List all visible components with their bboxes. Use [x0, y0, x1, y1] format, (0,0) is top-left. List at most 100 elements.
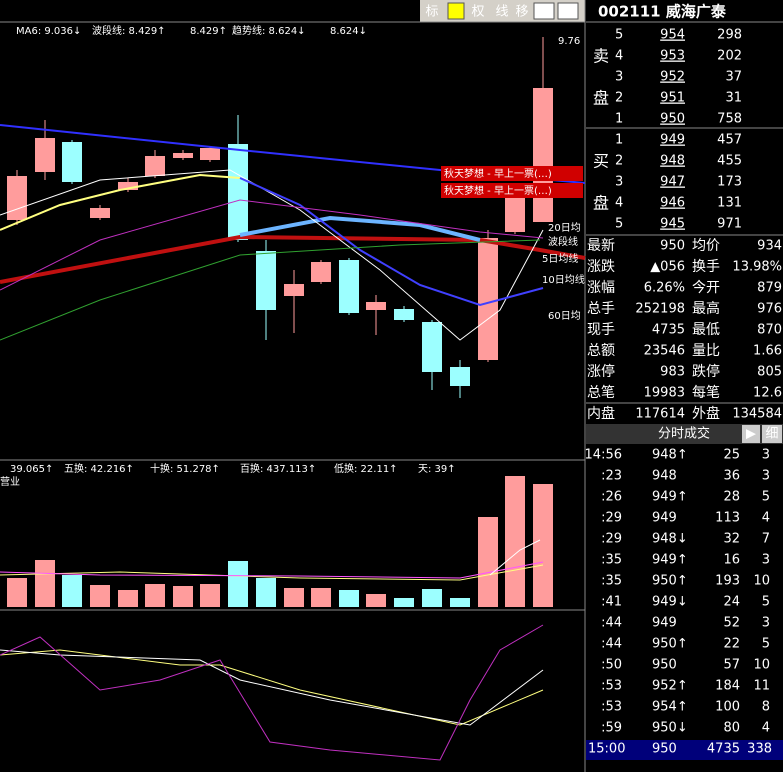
trade-volume: 4735 [707, 742, 740, 757]
trade-time: :26 [601, 490, 622, 505]
trade-time: 15:00 [588, 742, 625, 757]
trade-count: 3 [762, 469, 770, 484]
stat-value: 950 [660, 239, 685, 254]
volume-bar [118, 590, 138, 607]
stat-label: 内盘 [587, 405, 615, 422]
stat-value: 879 [757, 281, 782, 296]
price: 954 [660, 28, 685, 43]
volume-bar [505, 476, 525, 607]
volume: 202 [717, 49, 742, 64]
trade-count: 11 [753, 679, 770, 694]
stat-label: 每笔 [692, 385, 720, 401]
trade-time: :53 [601, 679, 622, 694]
stat-value: 976 [757, 302, 782, 317]
price: 950 [660, 112, 685, 127]
close-icon[interactable] [557, 2, 579, 20]
level: 3 [615, 175, 623, 190]
indicator-text: 天: 39↑ [418, 464, 456, 475]
trade-volume: 193 [715, 574, 740, 589]
stat-label: 总额 [587, 343, 615, 359]
indicator-text: 8.429↑ [190, 26, 227, 37]
volume: 298 [717, 28, 742, 43]
volume-bar [422, 589, 442, 607]
candle-body [422, 322, 442, 372]
toolbar-button[interactable]: 移 [515, 5, 528, 20]
ma-line [489, 539, 541, 576]
candle-body [7, 176, 27, 220]
trade-price: 952↑ [652, 679, 688, 694]
candle-body [173, 153, 193, 158]
price: 951 [660, 91, 685, 106]
trade-time: :41 [601, 595, 622, 610]
trade-volume: 52 [723, 616, 740, 631]
trade-volume: 28 [723, 490, 740, 505]
window-icon[interactable] [533, 2, 555, 20]
level: 4 [615, 49, 623, 64]
trade-price: 950↑ [652, 637, 688, 652]
signal-label: 秋天梦想 - 早上一票(…) [444, 167, 552, 180]
ma-label: 5日均线 [542, 252, 578, 265]
stat-value: 805 [757, 365, 782, 380]
trade-count: 5 [762, 637, 770, 652]
stat-label: 最高 [692, 300, 720, 317]
candle-body [478, 238, 498, 360]
side-label: 买 [593, 152, 609, 171]
signal-box [441, 166, 583, 181]
level: 3 [615, 70, 623, 85]
ma-line [0, 649, 544, 726]
trade-count: 338 [747, 742, 772, 757]
volume-bar [339, 590, 359, 607]
toolbar-button[interactable]: 线 [495, 5, 508, 20]
ma-line [0, 239, 541, 341]
stat-value: 4735 [652, 323, 685, 338]
candle-body [505, 198, 525, 232]
stat-label: 总手 [587, 301, 615, 317]
stat-label: 涨停 [587, 363, 615, 380]
candle-body [90, 208, 110, 218]
trades-header [586, 424, 783, 444]
price: 948 [660, 154, 685, 169]
add-icon[interactable] [447, 2, 465, 20]
button[interactable] [762, 425, 782, 443]
trade-volume: 100 [715, 700, 740, 715]
trade-price: 949 [652, 616, 677, 631]
level: 2 [615, 154, 623, 169]
indicator-text: 趋势线: 8.624↓ [232, 24, 306, 37]
stat-value: 934 [757, 239, 782, 254]
trade-time: :44 [601, 637, 622, 652]
button-label[interactable]: ▶ [746, 427, 756, 442]
button[interactable] [742, 425, 760, 443]
volume: 31 [725, 91, 742, 106]
trade-price: 950↓ [652, 721, 688, 736]
trade-count: 8 [762, 700, 770, 715]
trade-count: 7 [762, 532, 770, 547]
candle-body [394, 309, 414, 320]
stat-label: 今开 [692, 280, 720, 296]
candle-body [228, 144, 248, 240]
stat-value: 13.98% [732, 260, 782, 275]
trade-count: 10 [753, 658, 770, 673]
ma-line [239, 177, 544, 307]
price: 946 [660, 196, 685, 211]
volume-bar [173, 586, 193, 607]
trade-count: 4 [762, 511, 770, 526]
level: 5 [615, 217, 623, 232]
level: 4 [615, 196, 623, 211]
stat-label: 现手 [587, 322, 615, 338]
trade-time: :53 [601, 700, 622, 715]
toolbar-button[interactable]: 权 [471, 4, 484, 20]
volume-bar [35, 560, 55, 607]
trade-price: 950↑ [652, 574, 688, 589]
indicator-text: MA6: 9.036↓ [16, 26, 81, 37]
indicator-text: 波段线: 8.429↑ [92, 24, 166, 37]
button-label[interactable]: 细 [765, 427, 778, 442]
volume-bar [228, 561, 248, 607]
indicator-text: 营业 [0, 475, 20, 488]
side-label: 盘 [593, 89, 609, 108]
stat-label: 换手 [692, 258, 720, 275]
toolbar-button[interactable]: 标 [425, 5, 438, 20]
trade-time: :59 [601, 721, 622, 736]
ma-line [0, 624, 544, 761]
stat-value: 6.26% [644, 281, 685, 296]
